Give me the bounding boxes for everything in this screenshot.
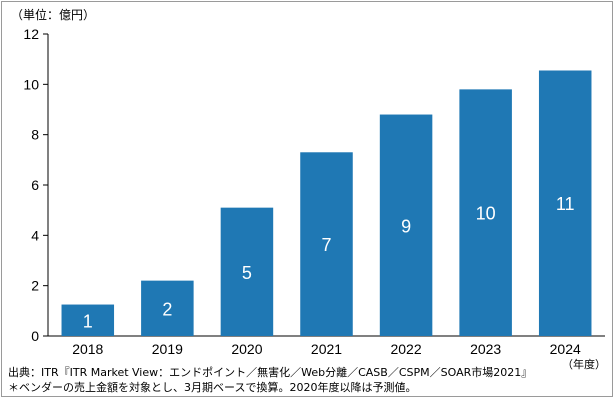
y-tick-label: 12: [23, 26, 39, 42]
y-tick-label: 2: [31, 278, 39, 294]
x-tick-label-2019: 2019: [152, 341, 183, 357]
data-label-2023: 10: [476, 204, 496, 224]
note-line: ＊ベンダーの売上金額を対象とし、3月期ベースで換算。2020年度以降は予測値。: [8, 381, 417, 394]
y-tick-label: 10: [23, 76, 39, 92]
source-note: 出典：ITR『ITR Market View：エンドポイント／無害化／Web分離…: [8, 365, 532, 395]
data-label-2024: 11: [556, 194, 575, 214]
data-label-2019: 2: [162, 299, 172, 319]
x-tick-label-2018: 2018: [72, 341, 103, 357]
bar-2020: [220, 207, 274, 336]
x-tick-label-2020: 2020: [231, 341, 262, 357]
x-tick-label-2023: 2023: [470, 341, 501, 357]
x-tick-label-2022: 2022: [390, 341, 421, 357]
y-tick-label: 6: [31, 177, 39, 193]
data-label-2018: 1: [83, 311, 93, 331]
year-unit-label: （年度）: [562, 358, 606, 371]
bar-2024: [538, 70, 592, 336]
bar-2022: [379, 114, 433, 337]
data-label-2022: 9: [401, 216, 411, 236]
source-line: 出典：ITR『ITR Market View：エンドポイント／無害化／Web分離…: [8, 366, 533, 379]
y-tick-label: 8: [31, 127, 39, 143]
x-tick-label-2024: 2024: [550, 341, 581, 357]
unit-label: （単位：億円）: [11, 8, 96, 22]
bar-2019: [141, 280, 194, 336]
data-label-2021: 7: [321, 235, 331, 255]
y-tick-label: 0: [31, 328, 39, 344]
bar-2023: [459, 89, 512, 336]
x-tick-label-2021: 2021: [311, 341, 342, 357]
y-tick-label: 4: [31, 227, 39, 243]
bar-2021: [300, 152, 353, 336]
data-label-2020: 5: [242, 263, 252, 283]
bar-2018: [61, 304, 115, 336]
